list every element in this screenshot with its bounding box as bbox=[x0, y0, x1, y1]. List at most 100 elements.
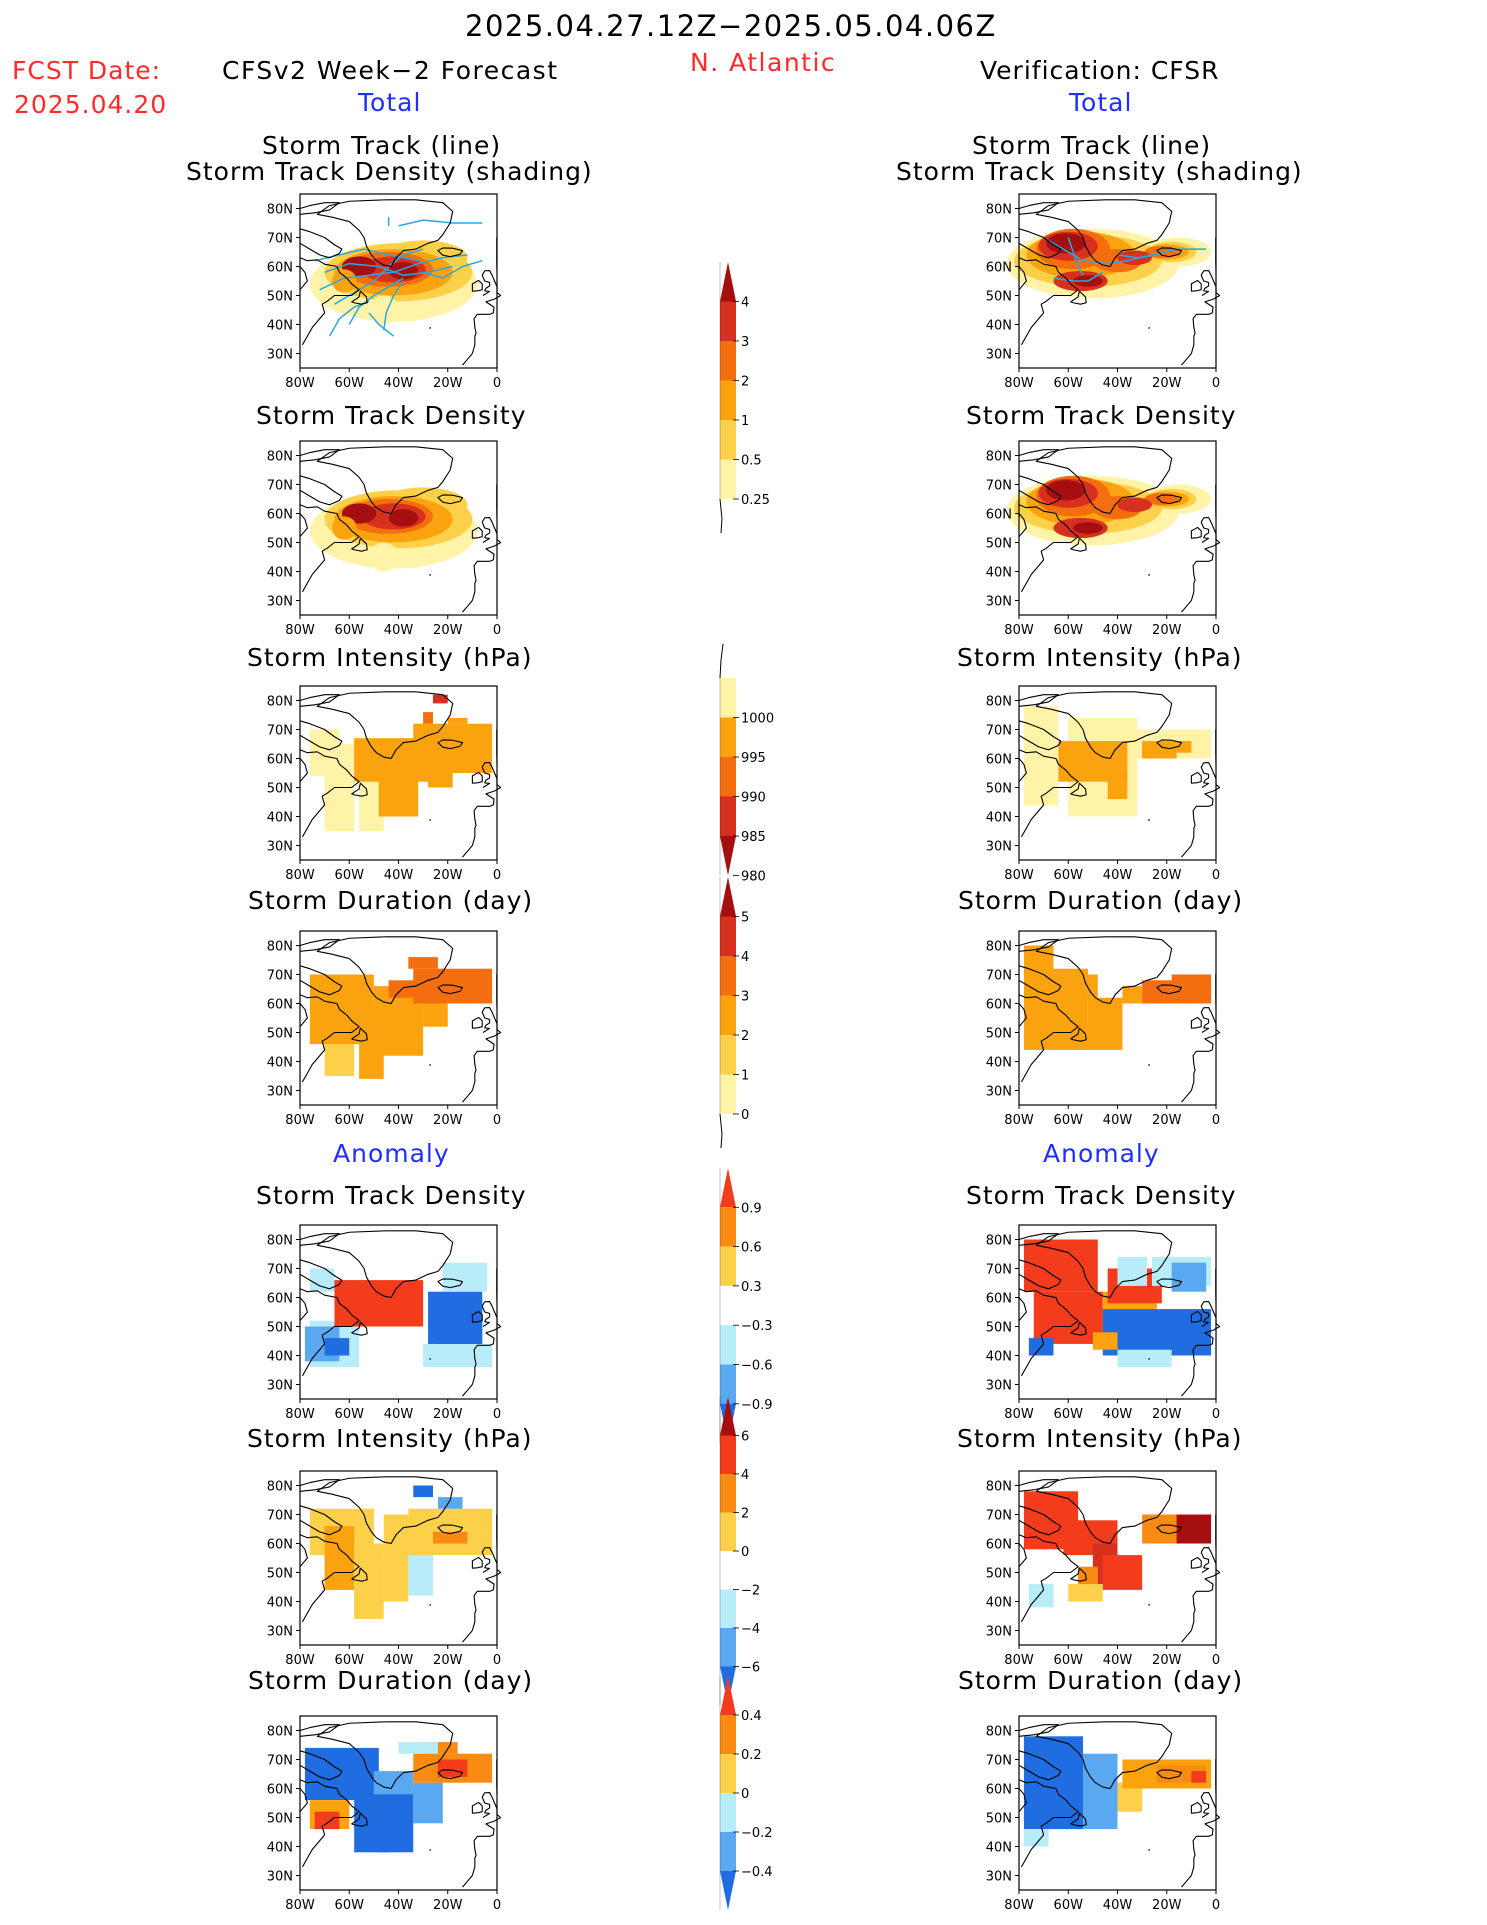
colorbar-cell-duration-total-3 bbox=[720, 995, 736, 1035]
colorbar-cell-intensity-total-3 bbox=[720, 796, 736, 836]
lat-label-r1c0-1: 70N bbox=[267, 479, 293, 494]
grid-cell-r4c0-7 bbox=[442, 1262, 488, 1292]
grid-cell-r2c1-0 bbox=[1023, 706, 1059, 805]
lon-label-r5c1-2: 40W bbox=[1103, 1653, 1133, 1668]
newfoundland-outline-r0c1 bbox=[1070, 290, 1087, 305]
colorbar-arrow-top-intensity-anomaly bbox=[720, 1397, 736, 1436]
baffin-outline-r6c1 bbox=[1018, 1750, 1062, 1781]
grid-cell-r6c1-1 bbox=[1083, 1753, 1118, 1830]
africa-coast-r2c1 bbox=[1181, 845, 1192, 858]
lat-label-r1c0-4: 40N bbox=[267, 566, 293, 581]
ellesmere-outline-r4c1 bbox=[1018, 1233, 1059, 1246]
region-title: N. Atlantic bbox=[690, 48, 837, 77]
lon-label-r5c1-4: 0 bbox=[1212, 1653, 1220, 1668]
baffin-outline-r4c0 bbox=[299, 1259, 343, 1290]
grid-cell-r6c1-6 bbox=[1191, 1771, 1207, 1783]
colorbar-label-duration-anomaly-2: 0 bbox=[741, 1787, 749, 1802]
title-anom-duration-right: Storm Duration (day) bbox=[958, 1666, 1244, 1695]
title-duration-left: Storm Duration (day) bbox=[248, 886, 534, 915]
colorbar-label-intensity-total-1: 995 bbox=[741, 751, 766, 766]
iceland-outline-r3c0 bbox=[437, 984, 464, 995]
lat-label-r4c1-5: 30N bbox=[986, 1379, 1012, 1394]
colorbar-duration-anomaly: 0.4 0.2 0 −0.2 −0.4 bbox=[719, 1676, 773, 1910]
colorbar-cell-track-density-anomaly-4 bbox=[720, 1325, 736, 1365]
storm-track-line-r0c1-3 bbox=[1117, 254, 1158, 259]
colorbar-arrow-top-track-density-total bbox=[720, 262, 736, 302]
lat-label-r6c1-0: 80N bbox=[986, 1725, 1012, 1740]
lat-label-r3c1-1: 70N bbox=[986, 969, 1012, 984]
lon-label-r1c1-3: 20W bbox=[1152, 623, 1182, 638]
africa-coast-r3c1 bbox=[1181, 1090, 1192, 1103]
model-title: CFSv2 Week−2 Forecast bbox=[222, 56, 559, 85]
lon-label-r6c0-4: 0 bbox=[493, 1898, 501, 1913]
colorbar-cell-duration-total-5 bbox=[720, 1074, 736, 1114]
storm-track-line-r0c1-0 bbox=[1043, 236, 1207, 265]
ellesmere-outline-r2c0 bbox=[299, 694, 340, 707]
baffin-outline-r2c0 bbox=[299, 720, 343, 751]
azores-mark-r6c1 bbox=[1148, 1849, 1151, 1851]
azores-mark-r4c1 bbox=[1148, 1358, 1151, 1360]
grid-cell-r5c1-4 bbox=[1102, 1555, 1143, 1590]
lon-label-r3c0-1: 60W bbox=[335, 1113, 365, 1128]
lat-label-r1c1-5: 30N bbox=[986, 595, 1012, 610]
title-anom-duration-left: Storm Duration (day) bbox=[248, 1666, 534, 1695]
lon-label-r3c0-4: 0 bbox=[493, 1113, 501, 1128]
lat-label-r0c1-1: 70N bbox=[986, 232, 1012, 247]
map-panel-r5c1: 80N 70N 60N 50N 40N 30N 80W 60W 40W 20W 0 bbox=[986, 1470, 1221, 1668]
title-anom-intensity-right: Storm Intensity (hPa) bbox=[957, 1424, 1243, 1453]
lon-label-r5c1-1: 60W bbox=[1054, 1653, 1084, 1668]
lon-label-r4c0-3: 20W bbox=[433, 1407, 463, 1422]
title-duration-right: Storm Duration (day) bbox=[958, 886, 1244, 915]
lon-label-r2c1-2: 40W bbox=[1103, 868, 1133, 883]
lat-label-r3c0-4: 40N bbox=[267, 1056, 293, 1071]
lon-label-r3c1-3: 20W bbox=[1152, 1113, 1182, 1128]
colorbar-label-duration-total-1: 4 bbox=[741, 950, 749, 965]
lat-label-r0c1-2: 60N bbox=[986, 261, 1012, 276]
lon-label-r3c0-2: 40W bbox=[384, 1113, 414, 1128]
colorbar-label-track-density-total-3: 1 bbox=[741, 414, 749, 429]
colorbar-cell-track-density-total-3 bbox=[720, 380, 736, 420]
iceland-outline-r5c0 bbox=[437, 1524, 464, 1535]
iceland-outline-r3c1 bbox=[1156, 984, 1183, 995]
colorbar-label-duration-total-2: 3 bbox=[741, 990, 749, 1005]
lon-label-r0c1-1: 60W bbox=[1054, 376, 1084, 391]
grid-cell-r5c0-5 bbox=[408, 1508, 493, 1556]
lat-label-r0c0-1: 70N bbox=[267, 232, 293, 247]
lon-label-r2c0-4: 0 bbox=[493, 868, 501, 883]
map-panel-r0c0: 80N 70N 60N 50N 40N 30N 80W 60W 40W 20W 0 bbox=[267, 193, 502, 391]
lon-label-r2c0-0: 80W bbox=[285, 868, 315, 883]
iceland-outline-r1c0 bbox=[437, 494, 464, 505]
lon-label-r4c1-0: 80W bbox=[1004, 1407, 1034, 1422]
grid-cell-r2c0-7 bbox=[423, 712, 433, 724]
baffin-outline-r4c1 bbox=[1018, 1259, 1062, 1290]
africa-coast-r3c0 bbox=[462, 1090, 473, 1103]
greenland-outline-r1c0 bbox=[316, 446, 454, 515]
north-america-coast-r0c1 bbox=[1018, 257, 1079, 346]
iceland-outline-r2c0 bbox=[437, 739, 464, 750]
grid-cell-r5c1-7 bbox=[1176, 1514, 1212, 1544]
colorbar-label-track-density-anomaly-5: −0.9 bbox=[741, 1398, 773, 1413]
title-intensity-right: Storm Intensity (hPa) bbox=[957, 643, 1243, 672]
africa-coast-r6c1 bbox=[1181, 1875, 1192, 1888]
lat-label-r4c1-4: 40N bbox=[986, 1350, 1012, 1365]
colorbar-cell-intensity-anomaly-3 bbox=[720, 1512, 736, 1551]
title-track-density-right: Storm Track Density bbox=[966, 401, 1237, 430]
lat-label-r0c1-3: 50N bbox=[986, 290, 1012, 305]
newfoundland-outline-r4c0 bbox=[351, 1321, 368, 1336]
map-panel-r2c0: 80N 70N 60N 50N 40N 30N 80W 60W 40W 20W 0 bbox=[267, 685, 502, 883]
lat-label-r4c1-0: 80N bbox=[986, 1234, 1012, 1249]
greenland-outline-r5c0 bbox=[316, 1476, 454, 1545]
hudson-coast-r3c0 bbox=[299, 1003, 308, 1028]
colorbar-label-intensity-total-3: 985 bbox=[741, 830, 766, 845]
density-region-r1c0-6 bbox=[388, 509, 419, 527]
azores-mark-r0c0 bbox=[429, 327, 432, 329]
lon-label-r6c0-1: 60W bbox=[335, 1898, 365, 1913]
iceland-outline-r6c1 bbox=[1156, 1769, 1183, 1780]
lon-label-r4c1-1: 60W bbox=[1054, 1407, 1084, 1422]
colorbar-label-intensity-anomaly-5: −4 bbox=[741, 1622, 760, 1637]
grid-cell-r2c1-4 bbox=[1107, 770, 1128, 800]
iceland-outline-r2c1 bbox=[1156, 739, 1183, 750]
ireland-outline-r6c1 bbox=[1190, 1801, 1202, 1814]
north-america-coast-r2c1 bbox=[1018, 749, 1079, 838]
newfoundland-outline-r2c1 bbox=[1070, 782, 1087, 797]
